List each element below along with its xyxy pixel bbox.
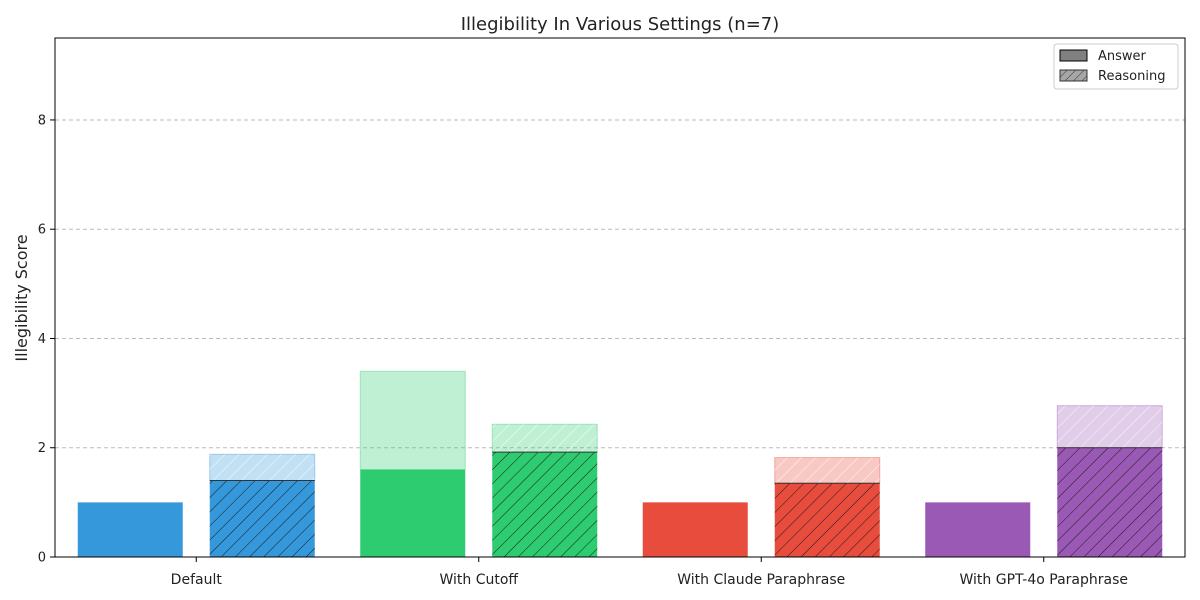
bar-upper-answer-1	[359, 370, 466, 471]
legend-swatch-answer	[1059, 49, 1088, 62]
legend: Answer Reasoning	[1053, 43, 1179, 90]
legend-label-answer: Answer	[1098, 49, 1147, 64]
bar-answer-0	[77, 502, 183, 557]
chart-title: Illegibility In Various Settings (n=7)	[461, 14, 780, 35]
y-tick-label-2: 2	[38, 441, 46, 456]
y-tick-label-8: 8	[38, 113, 46, 128]
bar-upper-hatch-reasoning-3	[1057, 405, 1163, 448]
x-tick-label-1: With Cutoff	[439, 572, 518, 588]
y-tick-label-4: 4	[38, 332, 46, 347]
bar-hatch-reasoning-2	[774, 483, 880, 557]
legend-label-reasoning: Reasoning	[1098, 69, 1165, 84]
bar-answer-3	[925, 502, 1031, 557]
y-axis-label: Illegibility Score	[12, 234, 31, 361]
x-tick-label-3: With GPT-4o Paraphrase	[960, 572, 1129, 588]
bar-hatch-reasoning-0	[209, 480, 315, 557]
plot-frame	[54, 37, 1186, 558]
bar-answer-1	[360, 469, 466, 557]
y-tick-label-0: 0	[38, 551, 46, 566]
x-tick-label-0: Default	[171, 572, 223, 588]
bar-answer-2	[642, 502, 748, 557]
bar-upper-hatch-reasoning-2	[774, 457, 880, 484]
bar-upper-hatch-reasoning-1	[492, 424, 598, 453]
bar-hatch-reasoning-3	[1057, 447, 1163, 557]
x-labels: Default With Cutoff With Claude Paraphrase…	[171, 557, 1128, 588]
legend-swatch-reasoning	[1059, 69, 1088, 82]
bars	[77, 370, 1163, 557]
bar-hatch-reasoning-1	[492, 452, 598, 557]
bar-upper-hatch-reasoning-0	[209, 454, 315, 481]
x-tick-label-2: With Claude Paraphrase	[677, 572, 845, 588]
y-tick-label-6: 6	[38, 223, 46, 238]
grid	[55, 119, 1185, 449]
y-ticks: 0 2 4 6 8	[38, 113, 55, 566]
